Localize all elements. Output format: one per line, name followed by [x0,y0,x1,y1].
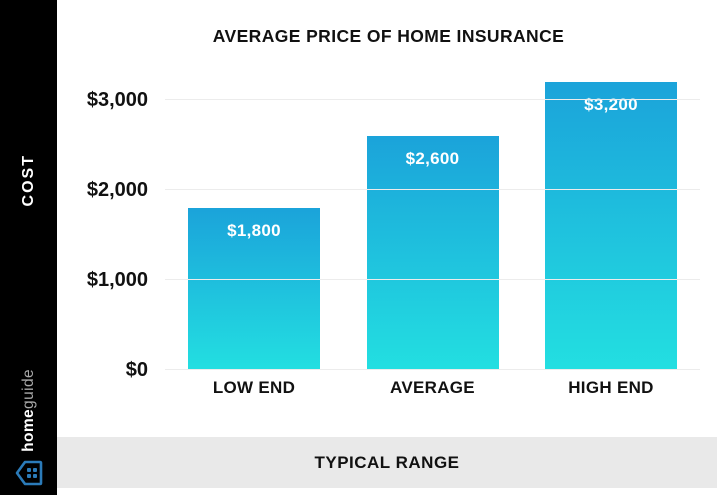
bar: $1,800 [188,208,320,370]
house-icon [15,460,42,486]
brand-guide-text: guide [19,369,37,410]
bar-value-label: $1,800 [227,221,281,240]
bar-column: $3,200 HIGH END [522,70,700,397]
x-category-label: AVERAGE [390,378,475,397]
grid-line [165,369,700,370]
bar-column: $1,800 LOW END [165,70,343,397]
bar-group: $1,800 LOW END $2,600 AVERAGE $3,200 HIGH END [165,70,700,397]
bar: $2,600 [366,136,499,370]
bar-value-label: $2,600 [405,149,460,168]
sidebar: COST homeguide [0,0,57,495]
x-category-label: HIGH END [568,378,654,397]
chart-area: AVERAGE PRICE OF HOME INSURANCE $1,800 LO… [57,0,720,437]
y-axis-title: COST [0,0,57,360]
bar-chart-plot: $1,800 LOW END $2,600 AVERAGE $3,200 HIGH END… [87,70,700,397]
grid-line [165,189,700,190]
y-axis-title-text: COST [19,153,37,207]
grid-line [165,279,700,280]
bar: $3,200 [545,82,677,370]
bar-column: $2,600 AVERAGE [344,70,522,397]
chart-title: AVERAGE PRICE OF HOME INSURANCE [212,26,565,46]
y-tick-label: $2,000 [86,179,148,201]
x-axis-band-label: TYPICAL RANGE [314,452,460,472]
y-tick-label: $3,000 [86,89,148,111]
homeguide-wordmark: homeguide [19,369,37,452]
y-tick-label: $1,000 [86,269,148,291]
brand-home-text: home [19,409,37,452]
grid-line [165,99,700,100]
homeguide-logo: homeguide [0,369,57,487]
x-category-label: LOW END [212,378,296,397]
y-tick-label: $0 [125,359,148,381]
x-axis-band: TYPICAL RANGE [57,437,717,488]
